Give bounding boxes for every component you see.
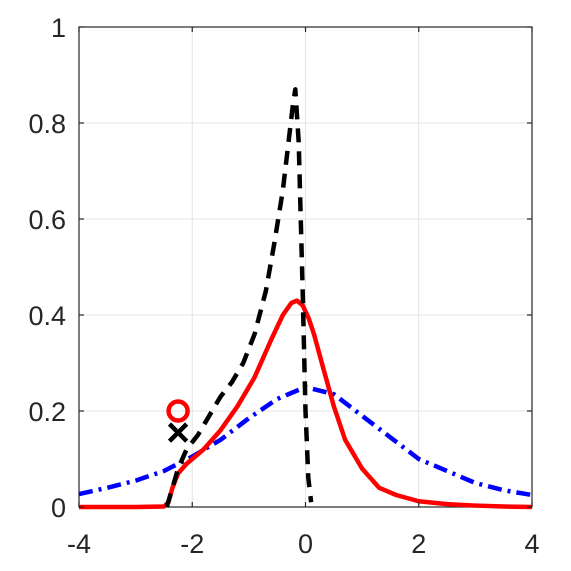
y-tick-label: 0.8 bbox=[28, 109, 66, 139]
y-tick-label: 1 bbox=[51, 13, 66, 43]
x-tick-label: -4 bbox=[67, 529, 91, 559]
y-tick-label: 0.6 bbox=[28, 205, 66, 235]
x-tick-label: 0 bbox=[298, 529, 313, 559]
y-tick-label: 0.4 bbox=[28, 301, 66, 331]
y-tick-label: 0 bbox=[51, 493, 66, 523]
x-tick-label: 4 bbox=[524, 529, 539, 559]
x-tick-label: -2 bbox=[180, 529, 204, 559]
markers-layer bbox=[166, 399, 190, 443]
cross-stroke bbox=[167, 422, 189, 443]
x-tick-label: 2 bbox=[411, 529, 426, 559]
black-cross-marker bbox=[167, 422, 189, 443]
black-dashed-series-line bbox=[164, 87, 314, 508]
series-layer bbox=[78, 87, 533, 510]
y-tick-label: 0.2 bbox=[28, 397, 66, 427]
ticks: -4 -2 0 2 4 0 0.2 0.4 0.6 0.8 1 bbox=[28, 13, 539, 559]
red-circle-marker bbox=[166, 399, 190, 423]
